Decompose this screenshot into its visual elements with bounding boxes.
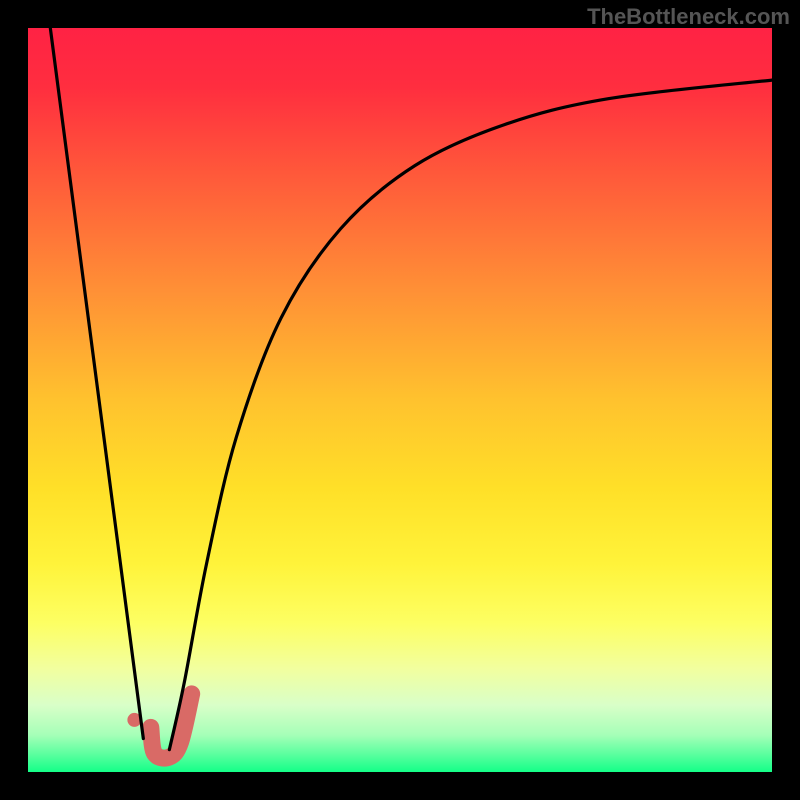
- curve-left-branch: [50, 28, 143, 739]
- plot-area: [28, 28, 772, 772]
- watermark-text: TheBottleneck.com: [587, 4, 790, 30]
- chart-frame: TheBottleneck.com: [0, 0, 800, 800]
- curves-layer: [28, 28, 772, 772]
- curve-right-branch: [169, 80, 772, 750]
